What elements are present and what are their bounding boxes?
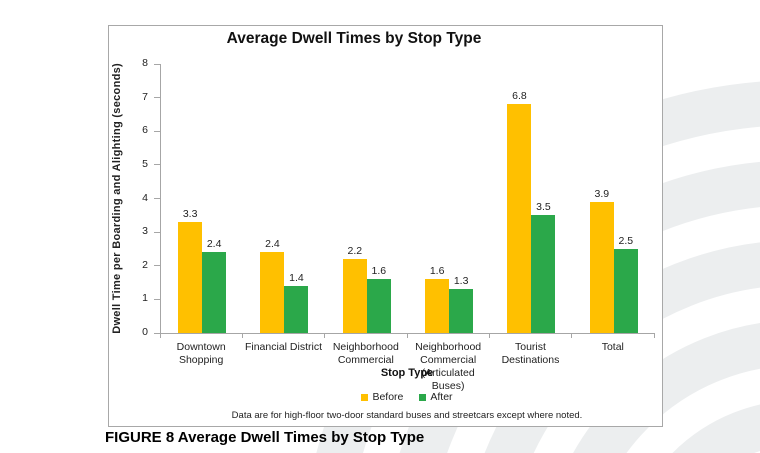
y-tick	[154, 130, 160, 132]
bar-before	[178, 222, 203, 333]
bar-wrap-before: 2.4	[260, 238, 285, 333]
bar-value-label: 1.3	[453, 275, 469, 288]
category-label: Neighborhood Commercial (Articulated Bus…	[415, 341, 482, 393]
y-tick-label: 6	[142, 124, 148, 137]
category-label: Downtown Shopping	[176, 341, 226, 367]
y-tick-label: 8	[142, 57, 148, 69]
y-tick-label: 0	[142, 326, 148, 338]
x-tick	[653, 334, 655, 338]
bar-after	[449, 289, 474, 333]
bar-group: 3.3 2.4	[161, 64, 243, 333]
bar-wrap-after: 2.5	[613, 234, 638, 333]
y-tick-label: 5	[142, 157, 148, 170]
y-tick-label: 4	[142, 191, 148, 204]
bar-group: 1.6 1.3	[408, 64, 490, 333]
category-label: Financial District	[244, 341, 322, 353]
bar-group: 6.8 3.5	[490, 64, 572, 333]
bar-value-label: 2.2	[347, 245, 363, 258]
x-tick	[488, 334, 490, 338]
bar-after	[531, 215, 556, 333]
chart-title: Average Dwell Times by Stop Type	[226, 30, 482, 47]
bar-before	[342, 259, 367, 333]
bar-value-label: 3.3	[182, 208, 198, 221]
bar-wrap-before: 3.3	[178, 208, 203, 333]
bar-value-label: 1.6	[429, 265, 445, 278]
y-tick	[154, 63, 160, 65]
bar-group: 2.4 1.4	[243, 64, 325, 333]
bar-value-label: 3.5	[536, 201, 551, 214]
bar-wrap-after: 1.4	[284, 271, 309, 333]
category-label: Total	[601, 341, 624, 353]
x-tick	[159, 334, 161, 338]
x-axis-title: Stop Type	[380, 367, 434, 379]
y-tick	[154, 198, 160, 199]
bar-group: 2.2 1.6	[326, 64, 408, 333]
legend-item-before: Before	[361, 391, 403, 403]
bar-wrap-after: 3.5	[531, 201, 556, 333]
bar-wrap-after: 2.4	[202, 238, 227, 333]
bar-after	[366, 279, 391, 333]
y-tick	[154, 164, 160, 166]
y-tick-label: 2	[142, 258, 148, 271]
y-tick	[154, 265, 160, 267]
bar-before	[260, 252, 285, 333]
category-labels: Downtown Shopping Financial District Neigh…	[160, 341, 654, 394]
y-tick-label: 7	[142, 90, 148, 103]
bar-after	[284, 285, 309, 333]
x-tick	[324, 334, 326, 338]
bar-wrap-before: 2.2	[342, 245, 367, 333]
bar-wrap-before: 6.8	[507, 90, 532, 333]
bar-value-label: 3.9	[594, 187, 610, 200]
y-tick-label: 1	[142, 292, 148, 305]
y-tick	[154, 332, 160, 334]
bar-before	[507, 104, 532, 333]
legend-label-before: Before	[372, 391, 404, 403]
legend: Before After	[160, 391, 654, 403]
bar-after	[202, 252, 227, 333]
bar-value-label: 2.5	[618, 234, 634, 247]
bar-value-label: 1.6	[371, 265, 387, 278]
bar-wrap-after: 1.6	[366, 265, 391, 333]
y-tick	[154, 298, 160, 300]
bar-value-label: 2.4	[265, 238, 280, 251]
legend-label-after: After	[430, 391, 453, 403]
bar-value-label: 2.4	[206, 238, 222, 251]
bar-wrap-before: 3.9	[589, 187, 614, 333]
bar-wrap-after: 1.3	[449, 275, 474, 333]
y-tick	[154, 231, 160, 233]
bar-group: 3.9 2.5	[573, 64, 655, 333]
x-tick	[406, 334, 408, 338]
chart-footnote: Data are for high-floor two-door standar…	[231, 410, 583, 421]
y-tick	[154, 97, 160, 99]
x-tick	[241, 334, 243, 338]
bar-before	[425, 279, 450, 333]
legend-item-after: After	[419, 391, 453, 403]
y-tick-label: 3	[142, 225, 148, 238]
after-color-swatch	[419, 393, 427, 401]
bar-value-label: 1.4	[289, 271, 304, 284]
category-label: Neighborhood Commercial	[332, 341, 399, 367]
x-tick	[571, 334, 573, 338]
before-color-swatch	[361, 393, 369, 401]
category-label: Tourist Destinations	[501, 341, 560, 367]
bar-before	[589, 201, 614, 333]
bar-value-label: 6.8	[512, 90, 527, 103]
bar-after	[613, 248, 638, 333]
bar-wrap-before: 1.6	[425, 265, 450, 333]
figure-caption: FIGURE 8 Average Dwell Times by Stop Typ…	[105, 429, 425, 446]
plot-area: 3.3 2.4 2.4 1.4 2.2 1.6 1.6 1.3 6.8 3.5 3.9 2.5	[160, 64, 655, 334]
